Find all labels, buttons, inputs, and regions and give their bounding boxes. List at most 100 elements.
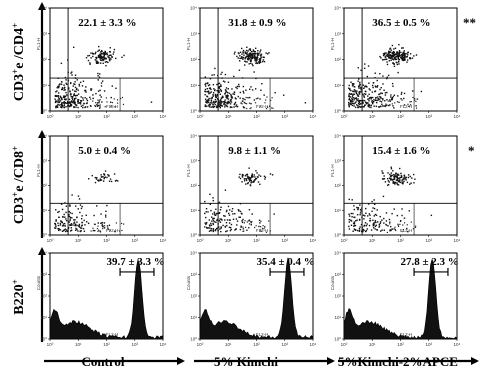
- y-axis-title-1-1: FL1-H: [186, 164, 191, 177]
- y-tick-label-1-2-1: 10¹: [334, 208, 341, 213]
- y-tick-label-0-2-4: 10⁴: [334, 6, 341, 11]
- y-tick-label-0-2-1: 10¹: [334, 83, 341, 88]
- panel-0-0: 10⁰ 10¹ 10² 10³ 10⁴ 10⁰ 10¹ 10² 10³ 10⁴ FL2-H FL1-H…: [36, 2, 167, 119]
- x-tick-label-0-2-4: 10⁴: [454, 114, 461, 119]
- y-tick-label-2-0-2: 10²: [40, 294, 47, 299]
- row-label-b220: B220+: [10, 279, 27, 314]
- y-tick-label-0-0-0: 10⁰: [40, 109, 47, 114]
- y-axis-title-0-2: FL1-H: [330, 38, 335, 51]
- x-tick-label-1-1-2: 10²: [253, 238, 260, 243]
- x-tick-label-2-2-2: 10²: [397, 342, 404, 347]
- x-tick-label-2-1-3: 10³: [281, 342, 288, 347]
- panel-1-0: 10⁰ 10¹ 10² 10³ 10⁴ 10⁰ 10¹ 10² 10³ 10⁴ FL2-H FL1-H…: [36, 130, 167, 243]
- x-tick-label-1-2-1: 10¹: [369, 238, 376, 243]
- stat-label-2-2: 27.8 ± 2.3 %: [401, 256, 459, 268]
- y-tick-label-2-2-2: 10²: [334, 294, 341, 299]
- y-tick-label-0-1-2: 10²: [190, 57, 197, 62]
- histogram-2: [343, 259, 458, 340]
- y-tick-label-1-0-2: 10²: [40, 183, 47, 188]
- y-tick-label-1-0-0: 10⁰: [40, 233, 47, 238]
- x-tick-label-0-0-4: 10⁴: [160, 114, 167, 119]
- y-tick-label-2-2-0: 10⁰: [334, 337, 341, 342]
- y-tick-label-0-1-4: 10⁴: [190, 6, 197, 11]
- x-tick-label-0-1-0: 10⁰: [197, 114, 204, 119]
- y-tick-label-1-1-0: 10⁰: [190, 233, 197, 238]
- x-tick-label-2-2-0: 10⁰: [341, 342, 348, 347]
- y-tick-label-2-0-0: 10⁰: [40, 337, 47, 342]
- y-axis-title-1-2: FL1-H: [330, 164, 335, 177]
- stat-label-1-1: 9.8 ± 1.1 %: [228, 145, 281, 157]
- y-tick-label-0-2-0: 10⁰: [334, 109, 341, 114]
- x-axis-title-0-1: FL2-H: [256, 104, 269, 109]
- y-tick-label-0-0-4: 10⁴: [40, 6, 47, 11]
- panel-1-2: 10⁰ 10¹ 10² 10³ 10⁴ 10⁰ 10¹ 10² 10³ 10⁴ FL2-H FL1-H…: [330, 134, 461, 244]
- y-tick-label-2-0-3: 10³: [40, 272, 47, 277]
- x-tick-label-2-1-4: 10⁴: [310, 342, 317, 347]
- x-tick-label-0-2-1: 10¹: [369, 114, 376, 119]
- x-tick-label-1-0-0: 10⁰: [47, 238, 54, 243]
- stat-label-2-1: 35.4 ± 0.4 %: [257, 256, 315, 268]
- panel-2-1: 10⁰ 10¹ 10² 10³ 10⁴ 10⁰ 10¹ 10² 10³ 10⁴ FL2-H Count…: [186, 251, 335, 365]
- x-tick-label-1-0-4: 10⁴: [160, 238, 167, 243]
- x-tick-label-2-2-3: 10³: [425, 342, 432, 347]
- stat-label-1-0: 5.0 ± 0.4 %: [78, 145, 131, 157]
- y-tick-label-0-2-3: 10³: [334, 31, 341, 36]
- y-axis-title-2-0: Counts: [36, 275, 41, 290]
- column-label-kimchi: 5% Kimchi: [214, 354, 278, 369]
- x-tick-label-2-0-4: 10⁴: [160, 342, 167, 347]
- column-label-control: Control: [81, 354, 124, 369]
- x-axis-title-1-0: FL2-H: [106, 228, 119, 233]
- y-axis-title-1-0: FL1-H: [36, 164, 41, 177]
- y-tick-label-0-1-0: 10⁰: [190, 109, 197, 114]
- y-axis-title-0-1: FL1-H: [186, 38, 191, 51]
- panel-grid: 10⁰ 10¹ 10² 10³ 10⁴ 10⁰ 10¹ 10² 10³ 10⁴ FL2-H FL1-H…: [36, 2, 479, 365]
- panel-2-0: 10⁰ 10¹ 10² 10³ 10⁴ 10⁰ 10¹ 10² 10³ 10⁴ FL2-H Count…: [36, 247, 185, 365]
- panel-1-1: 10⁰ 10¹ 10² 10³ 10⁴ 10⁰ 10¹ 10² 10³ 10⁴ FL2-H FL1-H…: [186, 134, 317, 244]
- y-tick-label-0-1-3: 10³: [190, 31, 197, 36]
- x-tick-label-1-2-3: 10³: [425, 238, 432, 243]
- y-tick-label-0-0-1: 10¹: [40, 83, 47, 88]
- y-tick-label-1-1-3: 10³: [190, 158, 197, 163]
- y-tick-label-2-0-4: 10⁴: [40, 251, 47, 256]
- y-axis-title-2-2: Counts: [330, 275, 335, 290]
- column-label-kimchi-apce: 5%Kimchi-2%APCE: [338, 354, 458, 369]
- significance-row-cd8: *: [468, 143, 475, 158]
- y-tick-label-2-2-3: 10³: [334, 272, 341, 277]
- y-tick-label-2-1-4: 10⁴: [190, 251, 197, 256]
- y-tick-label-1-0-3: 10³: [40, 158, 47, 163]
- x-tick-label-2-0-0: 10⁰: [47, 342, 54, 347]
- x-tick-label-0-1-1: 10¹: [225, 114, 232, 119]
- y-axis-title-0-0: FL1-H: [36, 38, 41, 51]
- stat-label-0-0: 22.1 ± 3.3 %: [78, 17, 136, 29]
- y-tick-label-1-1-4: 10⁴: [190, 134, 197, 139]
- x-tick-label-0-2-3: 10³: [425, 114, 432, 119]
- histogram-0: [49, 258, 164, 340]
- y-tick-label-1-2-2: 10²: [334, 183, 341, 188]
- x-tick-label-1-1-0: 10⁰: [197, 238, 204, 243]
- column-labels: Control 5% Kimchi 5%Kimchi-2%APCE: [81, 354, 458, 369]
- y-axis-title-2-1: Counts: [186, 275, 191, 290]
- x-tick-label-2-2-4: 10⁴: [454, 342, 461, 347]
- x-tick-label-0-1-4: 10⁴: [310, 114, 317, 119]
- row-labels: CD3+e /CD4+ CD3+e /CD8+ B220+: [10, 23, 27, 315]
- panel-0-1: 10⁰ 10¹ 10² 10³ 10⁴ 10⁰ 10¹ 10² 10³ 10⁴ FL2-H FL1-H…: [186, 6, 317, 120]
- x-tick-label-0-2-2: 10²: [397, 114, 404, 119]
- x-tick-label-0-1-2: 10²: [253, 114, 260, 119]
- stat-label-1-2: 15.4 ± 1.6 %: [372, 145, 430, 157]
- x-axis-title-0-0: FL2-H: [106, 104, 119, 109]
- x-axis-title-2-2: FL2-H: [400, 332, 413, 337]
- x-tick-label-1-1-4: 10⁴: [310, 238, 317, 243]
- y-tick-label-1-1-1: 10¹: [190, 208, 197, 213]
- row-label-cd4: CD3+e /CD4+: [10, 23, 27, 101]
- x-axis-title-1-2: FL2-H: [400, 228, 413, 233]
- y-tick-label-2-2-1: 10¹: [334, 315, 341, 320]
- y-tick-label-0-0-2: 10²: [40, 57, 47, 62]
- x-tick-label-1-2-4: 10⁴: [454, 238, 461, 243]
- x-tick-label-1-2-2: 10²: [397, 238, 404, 243]
- x-tick-label-1-0-3: 10³: [131, 238, 138, 243]
- x-tick-label-2-1-0: 10⁰: [197, 342, 204, 347]
- x-tick-label-2-2-1: 10¹: [369, 342, 376, 347]
- panel-0-2: 10⁰ 10¹ 10² 10³ 10⁴ 10⁰ 10¹ 10² 10³ 10⁴ FL2-H FL1-H…: [330, 6, 461, 120]
- x-tick-label-0-1-3: 10³: [281, 114, 288, 119]
- x-axis-title-2-1: FL2-H: [256, 332, 269, 337]
